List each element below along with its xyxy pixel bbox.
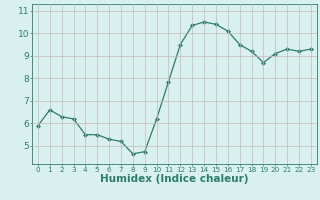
X-axis label: Humidex (Indice chaleur): Humidex (Indice chaleur) [100,174,249,184]
